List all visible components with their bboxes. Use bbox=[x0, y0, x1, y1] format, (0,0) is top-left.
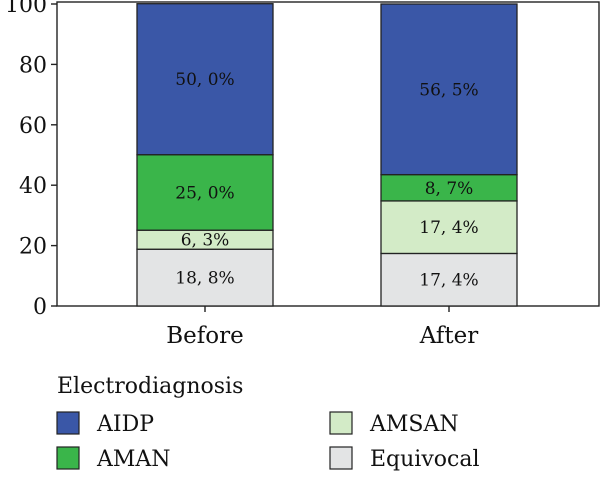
y-tick-label: 60 bbox=[19, 114, 47, 139]
legend-swatch-aman bbox=[56, 446, 80, 470]
bar-segment-aman-after bbox=[380, 173, 518, 202]
y-tick-label: 80 bbox=[19, 53, 47, 78]
x-category-label: After bbox=[419, 323, 479, 349]
legend-title: Electrodiagnosis bbox=[57, 374, 243, 399]
legend: Electrodiagnosis AIDP AMAN AMSAN Equivocal bbox=[56, 374, 480, 472]
data-label: 56, 5% bbox=[419, 80, 478, 100]
x-category-label: Before bbox=[166, 323, 243, 349]
data-label: 50, 0% bbox=[175, 70, 234, 90]
plot-frame bbox=[56, 1, 600, 307]
bar-segment-amsan-after bbox=[380, 200, 518, 255]
y-tick-label: 0 bbox=[33, 295, 47, 320]
y-tick-label: 20 bbox=[19, 235, 47, 260]
data-label: 17, 4% bbox=[419, 218, 478, 238]
y-tick-label: 40 bbox=[19, 174, 47, 199]
data-label: 17, 4% bbox=[419, 271, 478, 291]
bars: 18, 8% 6, 3% 25, 0% 50, 0% 17, 4% 17, 4% 8, 7%… bbox=[136, 3, 518, 307]
legend-label-aman: AMAN bbox=[96, 447, 171, 472]
y-tick-label: 100 bbox=[5, 0, 47, 18]
data-label: 8, 7% bbox=[425, 179, 474, 199]
legend-swatch-aidp bbox=[56, 411, 80, 435]
data-label: 6, 3% bbox=[181, 231, 230, 251]
legend-label-amsan: AMSAN bbox=[369, 412, 459, 437]
x-categories: Before After bbox=[166, 306, 478, 349]
legend-swatch-amsan bbox=[329, 411, 353, 435]
bar-segment-aidp-before bbox=[136, 3, 274, 156]
legend-label-aidp: AIDP bbox=[96, 412, 154, 437]
legend-label-equivocal: Equivocal bbox=[370, 447, 480, 472]
data-label: 18, 8% bbox=[175, 269, 234, 289]
data-label: 25, 0% bbox=[175, 183, 234, 203]
bar-segment-aidp-after bbox=[380, 3, 518, 176]
legend-swatch-equivocal bbox=[329, 446, 353, 470]
y-ticks: 0 20 40 60 80 100 bbox=[5, 0, 57, 320]
axes bbox=[56, 1, 600, 307]
